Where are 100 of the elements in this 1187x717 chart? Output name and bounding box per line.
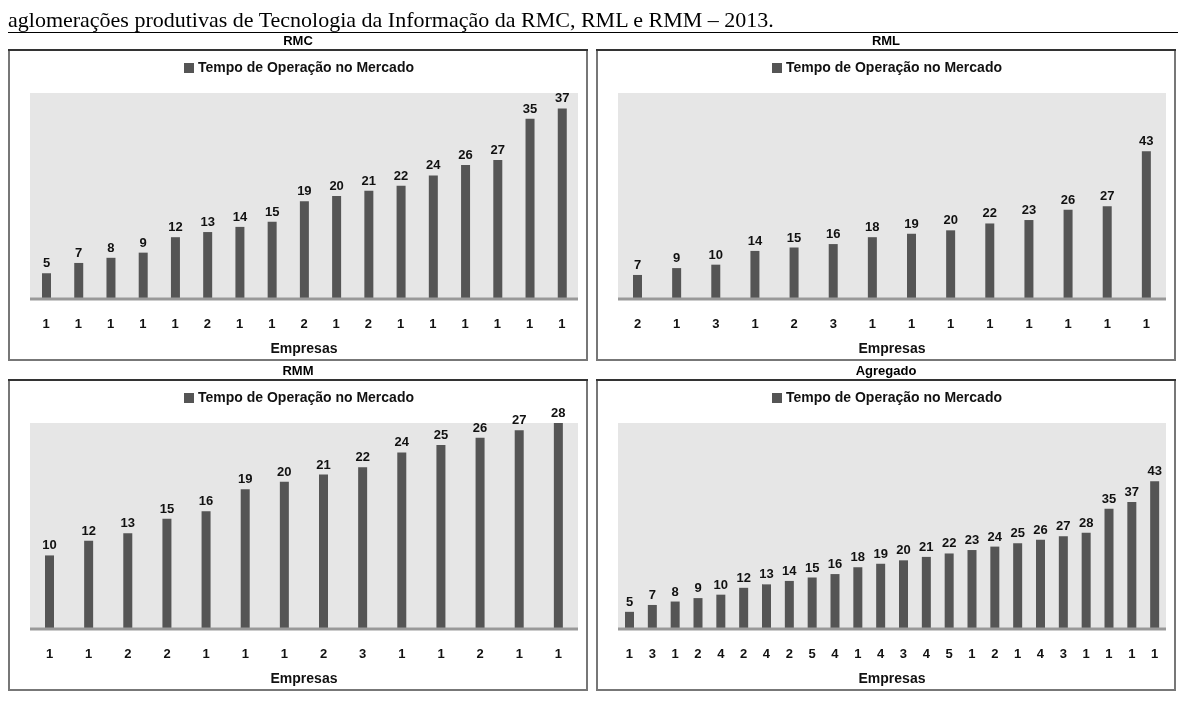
data-label: 16 (827, 556, 843, 572)
data-label: 27 (1099, 188, 1115, 204)
bar (235, 226, 245, 299)
data-label: 24 (987, 528, 1003, 544)
data-label: 23 (1021, 202, 1037, 218)
bar (693, 598, 703, 629)
x-tick-label: 1 (554, 646, 563, 662)
text: aglomerações produtivas de Tecnologia da Informação da RMC, RML e RMM – 2013. (8, 7, 1178, 33)
x-tick-label: 2 (124, 646, 132, 662)
x-tick-label: 1 (241, 646, 249, 662)
x-tick-label: 3 (829, 316, 837, 332)
bar (853, 567, 863, 629)
x-tick-label: 1 (907, 316, 916, 332)
x-tick-label: 3 (1059, 646, 1067, 662)
x-tick-label: 1 (429, 316, 437, 332)
data-label: 10 (713, 576, 729, 592)
x-tick-label: 1 (854, 646, 862, 662)
bar (493, 159, 503, 299)
data-label: 15 (804, 559, 820, 575)
bar (1081, 532, 1091, 629)
x-tick-label: 3 (359, 646, 367, 662)
data-label: 5 (625, 593, 634, 609)
x-tick-label: 2 (991, 646, 999, 662)
x-tick-label: 1 (1013, 646, 1022, 662)
data-label: 20 (896, 542, 911, 558)
bar (867, 237, 877, 299)
data-label: 13 (759, 566, 774, 582)
bar (106, 257, 116, 299)
bar (1013, 543, 1023, 629)
x-tick-label: 4 (1036, 646, 1045, 662)
bar (461, 165, 471, 299)
x-tick-label: 1 (868, 316, 877, 332)
data-label: 37 (1124, 483, 1140, 499)
data-label: 14 (782, 562, 798, 578)
bar (203, 232, 213, 299)
x-tick-label: 2 (163, 646, 171, 662)
data-label: 10 (708, 246, 724, 262)
data-label: 18 (850, 549, 866, 565)
x-tick-label: 4 (831, 646, 840, 662)
bar (647, 604, 657, 629)
bar (716, 594, 726, 629)
bar (138, 252, 148, 299)
data-label: 16 (825, 226, 841, 242)
x-tick-label: 1 (1064, 316, 1072, 332)
chart-title: RML (596, 33, 1176, 51)
bar (332, 196, 342, 299)
legend-label: Tempo de Operação no Mercado (785, 59, 1002, 75)
bar (907, 233, 916, 299)
data-label: 27 (511, 412, 527, 428)
data-label: 14 (747, 232, 763, 248)
data-label: 22 (355, 449, 370, 465)
bar (553, 423, 563, 629)
legend-label: Tempo de Operação no Mercado (785, 389, 1002, 405)
data-label: 19 (873, 545, 888, 561)
x-tick-label: 1 (171, 316, 179, 332)
bar (633, 274, 642, 299)
x-tick-label: 1 (493, 316, 502, 332)
x-tick-label: 1 (1128, 646, 1136, 662)
bar (944, 553, 954, 629)
x-tick-label: 1 (106, 316, 115, 332)
x-tick-label: 1 (947, 316, 955, 332)
data-label: 20 (329, 178, 344, 193)
bar (789, 247, 799, 299)
x-tick-label: 1 (461, 316, 469, 332)
data-label: 27 (1056, 518, 1071, 534)
x-tick-label: 1 (398, 646, 406, 662)
data-label: 12 (736, 569, 751, 585)
bar (1127, 501, 1137, 629)
chart-title: Agregado (596, 363, 1176, 381)
data-label: 26 (1033, 521, 1048, 537)
x-axis-title: Empresas (270, 340, 338, 356)
x-axis-title: Empresas (270, 670, 338, 686)
x-tick-label: 1 (1150, 646, 1159, 662)
data-label: 19 (297, 183, 312, 199)
bar (1024, 220, 1034, 299)
bar (201, 511, 211, 629)
data-label: 12 (168, 219, 183, 235)
x-tick-label: 1 (74, 316, 82, 332)
data-label: 22 (941, 535, 957, 551)
data-label: 20 (277, 463, 292, 479)
bar (364, 190, 374, 299)
bar (514, 430, 524, 629)
x-tick-label: 1 (437, 646, 445, 662)
x-axis-title: Empresas (858, 670, 926, 686)
bar (899, 560, 908, 629)
x-tick-label: 2 (785, 646, 793, 662)
x-tick-label: 2 (476, 646, 484, 662)
x-tick-label: 1 (42, 316, 50, 332)
bar (1036, 539, 1045, 629)
x-tick-label: 1 (1142, 316, 1151, 332)
bar (967, 550, 977, 629)
data-label: 22 (393, 167, 409, 183)
x-tick-label: 4 (876, 646, 885, 662)
bar (750, 250, 760, 299)
bar (711, 264, 721, 299)
x-tick-label: 1 (45, 646, 54, 662)
data-label: 21 (316, 456, 331, 472)
bar (830, 574, 840, 629)
data-label: 26 (458, 147, 473, 163)
data-label: 9 (694, 580, 702, 596)
